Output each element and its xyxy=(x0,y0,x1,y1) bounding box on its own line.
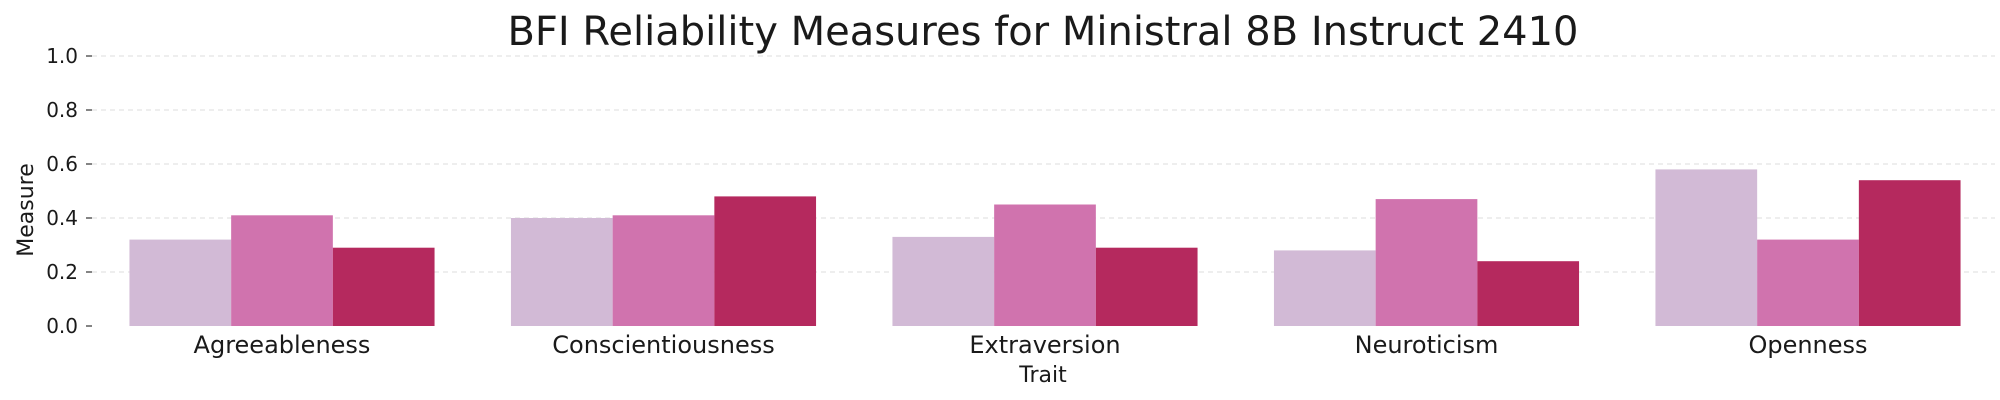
bar-agreeableness-series-3 xyxy=(332,247,435,326)
chart-title: BFI Reliability Measures for Ministral 8… xyxy=(507,9,1578,55)
bar-openness-series-1 xyxy=(1655,169,1758,326)
x-tick-label: Openness xyxy=(1748,331,1867,359)
x-tick-label: Neuroticism xyxy=(1355,331,1499,359)
x-tick-label: Extraversion xyxy=(969,331,1120,359)
bar-agreeableness-series-1 xyxy=(129,239,232,326)
bars xyxy=(129,169,1961,326)
bar-neuroticism-series-1 xyxy=(1273,250,1376,326)
bar-extraversion-series-2 xyxy=(994,204,1096,326)
bar-extraversion-series-3 xyxy=(1095,247,1198,326)
y-tick-label: 0.4 xyxy=(46,206,78,230)
x-tick-label: Conscientiousness xyxy=(552,331,774,359)
x-axis-label: Trait xyxy=(1018,363,1067,388)
bar-openness-series-2 xyxy=(1757,239,1859,326)
y-tick-label: 0.2 xyxy=(46,260,78,284)
y-tick-label: 0.0 xyxy=(46,314,78,338)
y-axis-ticks: 0.0 0.2 0.4 0.6 0.8 1.0 xyxy=(46,44,92,338)
bar-conscientiousness-series-2 xyxy=(612,215,715,326)
y-tick-label: 1.0 xyxy=(46,44,78,68)
bar-neuroticism-series-2 xyxy=(1375,199,1478,326)
x-axis-ticks: Agreeableness Conscientiousness Extraversi… xyxy=(194,331,1868,359)
y-tick-label: 0.6 xyxy=(46,152,78,176)
y-axis-label: Measure xyxy=(14,163,39,257)
bar-openness-series-3 xyxy=(1858,180,1961,326)
x-tick-label: Agreeableness xyxy=(194,331,371,359)
bar-neuroticism-series-3 xyxy=(1477,261,1580,326)
bar-extraversion-series-1 xyxy=(892,236,995,326)
bar-conscientiousness-series-3 xyxy=(714,196,817,326)
bar-conscientiousness-series-1 xyxy=(510,218,613,326)
y-tick-label: 0.8 xyxy=(46,98,78,122)
bar-agreeableness-series-2 xyxy=(231,215,333,326)
